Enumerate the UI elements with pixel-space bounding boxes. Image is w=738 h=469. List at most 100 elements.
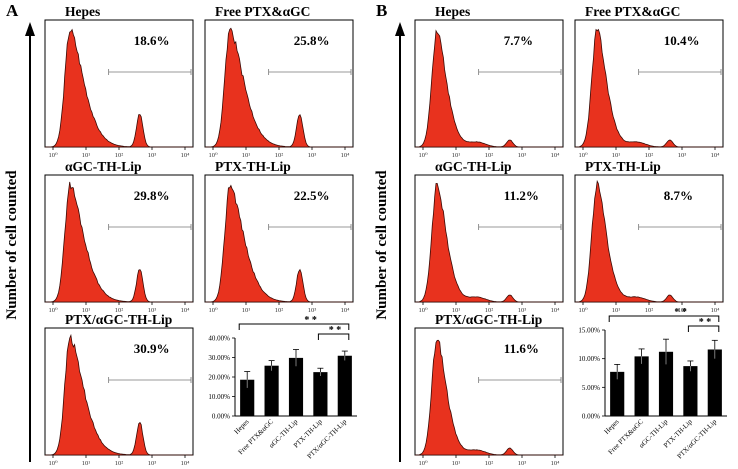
bar [683, 366, 698, 416]
histogram-title: Hepes [65, 4, 100, 19]
x-tick-label: 10⁴ [341, 152, 351, 159]
histogram-title: Free PTX&αGC [585, 4, 680, 19]
x-tick-label: 10¹ [452, 307, 461, 314]
bar [337, 355, 352, 416]
x-tick-label: 10¹ [452, 152, 461, 159]
histogram: Hepes 18.6% 10⁰ 10¹ 10² 10³ 10⁴ [44, 4, 194, 159]
histogram-title: PTX-TH-Lip [215, 159, 291, 174]
histogram-curve [575, 179, 723, 303]
bar-y-tick-label: 10.00% [578, 355, 600, 363]
x-tick-label: 10⁴ [181, 460, 191, 467]
gate-percent: 30.9% [134, 341, 170, 356]
x-tick-label: 10³ [308, 152, 317, 159]
histogram: Free PTX&αGC 10.4% 10⁰ 10¹ 10² 10³ 10⁴ [574, 4, 724, 159]
x-tick-label: 10² [485, 152, 494, 159]
significance-bracket [238, 323, 350, 330]
x-tick-label: 10¹ [612, 307, 621, 314]
panel-letter: B [376, 1, 387, 20]
x-tick-label: 10⁴ [181, 307, 191, 314]
x-tick-label: 10¹ [82, 460, 91, 467]
x-tick-label: 10² [275, 307, 284, 314]
bar [658, 351, 674, 416]
histogram-curve [45, 181, 193, 303]
bar-y-tick-label: 10.00% [208, 393, 230, 401]
x-tick-label: 10⁴ [711, 152, 721, 159]
panel-a: A Number of cell counted Hepes 18.6% 10⁰ 10¹ 1… [4, 1, 357, 467]
bar [313, 372, 328, 416]
y-axis-label: Number of cell counted [4, 170, 20, 320]
bar-y-tick-label: 5.00% [582, 384, 600, 392]
x-tick-label: 10³ [148, 152, 157, 159]
x-tick-label: 10⁰ [418, 307, 428, 314]
bar-y-tick-label: 40.00% [208, 335, 230, 343]
gate-percent: 29.8% [134, 188, 170, 203]
x-tick-label: 10³ [678, 307, 687, 314]
x-tick-label: 10⁰ [578, 152, 588, 159]
bar-y-tick-label: 30.00% [208, 354, 230, 362]
x-tick-label: 10³ [678, 152, 687, 159]
histogram-curve [415, 339, 563, 456]
x-tick-label: 10² [115, 460, 124, 467]
x-tick-label: 10⁴ [181, 152, 191, 159]
histogram: αGC-TH-Lip 11.2% 10⁰ 10¹ 10² 10³ 10⁴ [414, 159, 564, 314]
significance-label: * * [329, 325, 342, 336]
x-tick-label: 10⁴ [551, 307, 561, 314]
histogram-title: αGC-TH-Lip [435, 159, 512, 174]
panel-b: B Number of cell counted Hepes 7.7% 10⁰ 10¹ 10… [374, 1, 727, 467]
histogram-title: αGC-TH-Lip [65, 159, 142, 174]
x-tick-label: 10⁰ [48, 460, 58, 467]
gate-percent: 22.5% [294, 188, 330, 203]
x-tick-label: 10⁰ [578, 307, 588, 314]
bar-y-tick-label: 0.00% [212, 413, 230, 421]
gate-percent: 11.2% [504, 188, 539, 203]
histogram-curve [205, 27, 353, 148]
bar-category-label: Hepes [603, 418, 621, 436]
histogram: Free PTX&αGC 25.8% 10⁰ 10¹ 10² 10³ 10⁴ [204, 4, 354, 159]
x-tick-label: 10² [645, 307, 654, 314]
x-tick-label: 10¹ [82, 152, 91, 159]
histogram-curve [205, 184, 353, 303]
x-tick-label: 10⁴ [551, 152, 561, 159]
significance-bracket [317, 333, 350, 340]
x-tick-label: 10¹ [82, 307, 91, 314]
significance-bracket [608, 315, 720, 322]
histogram-curve [45, 333, 193, 456]
x-tick-label: 10³ [148, 460, 157, 467]
histogram-curve [45, 28, 193, 148]
x-tick-label: 10² [485, 460, 494, 467]
bar [634, 356, 649, 416]
significance-bracket [687, 325, 720, 332]
x-tick-label: 10³ [518, 152, 527, 159]
x-tick-label: 10⁴ [551, 460, 561, 467]
significance-label: * * [699, 317, 712, 328]
bar [610, 371, 625, 416]
gate-percent: 18.6% [134, 33, 170, 48]
x-tick-label: 10² [645, 152, 654, 159]
arrow-head-icon [25, 22, 35, 36]
x-tick-label: 10⁴ [711, 307, 721, 314]
gate-percent: 7.7% [504, 33, 533, 48]
significance-label: * * [304, 315, 317, 326]
histogram-title: PTX-TH-Lip [585, 159, 661, 174]
x-tick-label: 10⁰ [418, 152, 428, 159]
bar-y-tick-label: 0.00% [582, 413, 600, 421]
histogram: Hepes 7.7% 10⁰ 10¹ 10² 10³ 10⁴ [414, 4, 564, 159]
histogram: PTX/αGC-TH-Lip 11.6% 10⁰ 10¹ 10² 10³ 10⁴ [414, 312, 564, 467]
x-tick-label: 10³ [518, 307, 527, 314]
x-tick-label: 10¹ [242, 307, 251, 314]
x-tick-label: 10¹ [612, 152, 621, 159]
gate-percent: 25.8% [294, 33, 330, 48]
x-tick-label: 10⁰ [48, 307, 58, 314]
gate-percent: 11.6% [504, 341, 539, 356]
bar [264, 365, 279, 416]
histogram-curve [415, 182, 563, 303]
x-tick-label: 10⁰ [208, 307, 218, 314]
gate-percent: 8.7% [664, 188, 693, 203]
histogram-title: PTX/αGC-TH-Lip [435, 312, 542, 327]
histogram-curve [575, 28, 723, 148]
